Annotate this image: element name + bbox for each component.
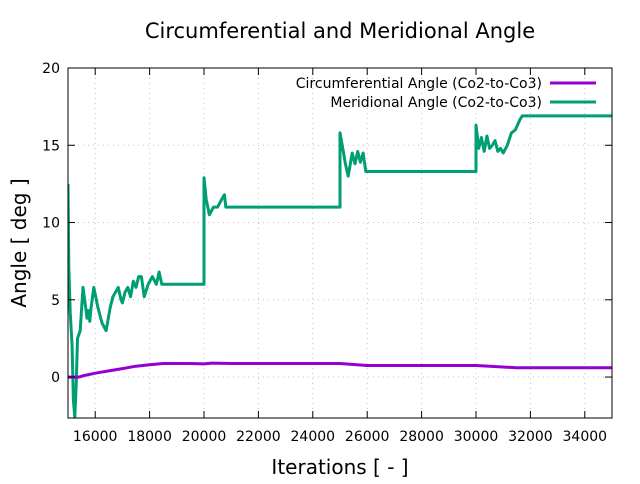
x-tick-label: 28000 (399, 429, 444, 445)
y-tick-label: 20 (42, 61, 60, 77)
x-axis-label: Iterations [ - ] (271, 455, 408, 479)
ticks: 16000 18000 20000 22000 24000 26000 28000 30000… (42, 61, 612, 445)
legend-label: Meridional Angle (Co2-to-Co3) (330, 95, 542, 111)
x-tick-label: 16000 (73, 429, 118, 445)
y-tick-label: 10 (42, 216, 60, 232)
legend: Circumferential Angle (Co2-to-Co3) Meridi… (296, 76, 596, 111)
legend-label: Circumferential Angle (Co2-to-Co3) (296, 76, 542, 92)
y-tick-label: 15 (42, 138, 60, 154)
series-line-circumferential (68, 361, 612, 379)
series-layer (68, 114, 612, 418)
chart-title: Circumferential and Meridional Angle (145, 19, 535, 43)
series-line-meridional (68, 114, 612, 418)
x-tick-label: 24000 (291, 429, 336, 445)
x-tick-label: 18000 (127, 429, 172, 445)
plot-frame (67, 67, 613, 419)
x-tick-label: 26000 (345, 429, 390, 445)
x-tick-label: 20000 (182, 429, 227, 445)
x-tick-label: 34000 (563, 429, 608, 445)
x-tick-label: 30000 (454, 429, 499, 445)
x-tick-label: 32000 (508, 429, 553, 445)
x-tick-label: 22000 (236, 429, 281, 445)
y-tick-label: 0 (51, 370, 60, 386)
y-tick-label: 5 (51, 293, 60, 309)
y-axis-label: Angle [ deg ] (7, 178, 31, 307)
